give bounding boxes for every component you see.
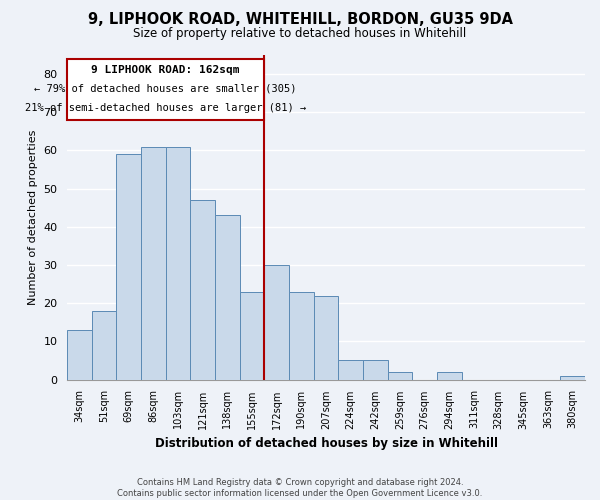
FancyBboxPatch shape bbox=[67, 59, 265, 120]
Bar bbox=[338, 360, 363, 380]
Bar bbox=[437, 372, 461, 380]
Bar bbox=[67, 330, 92, 380]
Bar bbox=[388, 372, 412, 380]
Text: Contains HM Land Registry data © Crown copyright and database right 2024.
Contai: Contains HM Land Registry data © Crown c… bbox=[118, 478, 482, 498]
Text: 21% of semi-detached houses are larger (81) →: 21% of semi-detached houses are larger (… bbox=[25, 102, 307, 113]
Text: 9, LIPHOOK ROAD, WHITEHILL, BORDON, GU35 9DA: 9, LIPHOOK ROAD, WHITEHILL, BORDON, GU35… bbox=[88, 12, 512, 28]
Bar bbox=[314, 296, 338, 380]
Bar bbox=[289, 292, 314, 380]
Bar bbox=[265, 265, 289, 380]
Text: ← 79% of detached houses are smaller (305): ← 79% of detached houses are smaller (30… bbox=[34, 84, 297, 94]
Y-axis label: Number of detached properties: Number of detached properties bbox=[28, 130, 38, 305]
Bar bbox=[363, 360, 388, 380]
Bar bbox=[215, 216, 240, 380]
Text: Size of property relative to detached houses in Whitehill: Size of property relative to detached ho… bbox=[133, 28, 467, 40]
Text: 9 LIPHOOK ROAD: 162sqm: 9 LIPHOOK ROAD: 162sqm bbox=[91, 64, 240, 74]
Bar bbox=[560, 376, 585, 380]
X-axis label: Distribution of detached houses by size in Whitehill: Distribution of detached houses by size … bbox=[155, 437, 497, 450]
Bar bbox=[166, 146, 190, 380]
Bar bbox=[92, 311, 116, 380]
Bar bbox=[240, 292, 265, 380]
Bar bbox=[116, 154, 141, 380]
Bar bbox=[141, 146, 166, 380]
Bar bbox=[190, 200, 215, 380]
